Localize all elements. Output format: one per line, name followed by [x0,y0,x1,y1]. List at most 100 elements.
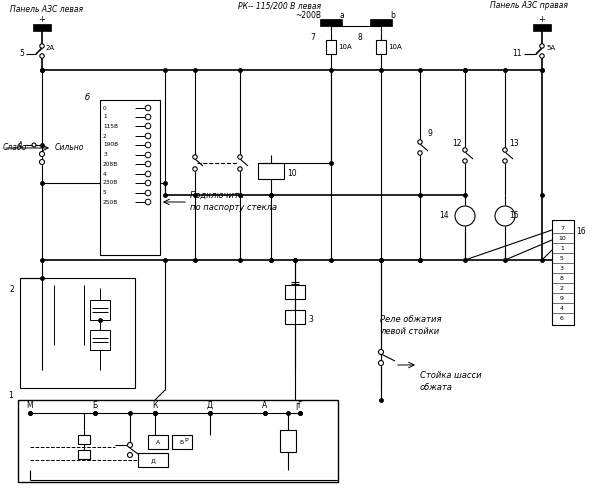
Circle shape [127,453,132,458]
Text: 2: 2 [103,133,107,139]
Circle shape [145,161,151,167]
Text: 10А: 10А [338,44,352,50]
Circle shape [463,159,467,163]
Text: Д: Д [207,400,213,409]
Text: 10А: 10А [388,44,401,50]
Bar [285,285,305,299]
Text: 190В: 190В [103,143,118,148]
Text: +: + [38,16,46,25]
Circle shape [145,190,151,196]
Text: 5А: 5А [546,45,555,51]
Circle shape [503,159,507,163]
Text: 12: 12 [452,139,462,148]
Text: К: К [152,400,157,409]
Bar [138,453,168,467]
Text: 4: 4 [560,306,564,310]
Bar [90,300,110,320]
Text: Д: Д [151,459,156,463]
Text: А: А [263,400,267,409]
Text: Стойка шасси: Стойка шасси [420,370,481,379]
Text: 3: 3 [103,153,107,157]
Bar [90,330,110,350]
Text: 1: 1 [560,246,564,250]
Text: Реле обжатия: Реле обжатия [380,315,442,325]
Bar [18,400,338,482]
Text: 2А: 2А [46,45,55,51]
Text: 14: 14 [439,212,449,220]
Text: 4: 4 [103,172,107,177]
Text: 15: 15 [509,212,519,220]
Text: 10: 10 [558,236,566,241]
Bar [320,19,342,26]
Bar [552,220,574,325]
Circle shape [40,159,44,164]
Circle shape [145,199,151,205]
Text: Слабо: Слабо [3,144,27,153]
Circle shape [463,148,467,152]
Circle shape [40,44,44,48]
Circle shape [379,361,383,366]
Text: по паспорту стекла: по паспорту стекла [190,204,277,213]
Text: 7: 7 [560,225,564,230]
Text: 1: 1 [103,115,106,120]
Text: левой стойки: левой стойки [380,328,439,337]
Text: Г: Г [297,400,302,409]
Text: 13: 13 [509,139,519,148]
Text: Б: Б [93,400,97,409]
Text: b: b [390,10,395,20]
Text: Г: Г [295,403,300,412]
Circle shape [145,114,151,120]
Text: 9: 9 [428,128,433,137]
Circle shape [40,152,44,156]
Bar [148,435,168,449]
Text: 3: 3 [560,266,564,271]
Text: Р: Р [184,437,188,442]
Text: 5: 5 [19,50,24,59]
Circle shape [145,133,151,139]
Bar [172,435,192,449]
Circle shape [495,206,515,226]
Bar [78,435,90,444]
Text: обжата: обжата [420,383,453,393]
Bar [326,40,336,54]
Circle shape [145,152,151,158]
Text: Подключить: Подключить [190,190,245,199]
Text: 2: 2 [10,285,15,295]
Circle shape [455,206,475,226]
Text: 8: 8 [357,32,362,41]
Text: 7: 7 [310,32,315,41]
Circle shape [238,167,242,171]
Circle shape [32,143,36,147]
Circle shape [145,171,151,177]
Circle shape [193,167,197,171]
Circle shape [127,442,132,448]
Bar [20,278,135,388]
Text: 208В: 208В [103,161,118,166]
Text: 6: 6 [560,315,564,320]
Text: 250В: 250В [103,199,118,205]
Circle shape [145,105,151,111]
Circle shape [503,148,507,152]
Circle shape [145,180,151,186]
Bar [258,163,284,179]
Text: 5: 5 [560,255,564,260]
Text: 0: 0 [103,105,107,111]
Text: 5: 5 [103,190,107,195]
Circle shape [193,155,197,159]
Text: б: б [85,92,90,101]
Text: РК-- 115/200 В левая: РК-- 115/200 В левая [239,1,322,10]
Bar [33,24,51,31]
Text: 16: 16 [576,227,585,237]
Text: 115В: 115В [103,123,118,128]
Text: М: М [26,400,33,409]
Circle shape [238,155,242,159]
Text: +: + [538,16,546,25]
Bar [280,430,296,452]
Text: а: а [340,10,345,20]
Text: 4: 4 [17,141,22,150]
Bar [376,40,386,54]
Text: 9: 9 [560,296,564,301]
Text: А: А [156,440,160,445]
Text: Б: Б [180,440,184,445]
Text: 230В: 230В [103,181,118,185]
